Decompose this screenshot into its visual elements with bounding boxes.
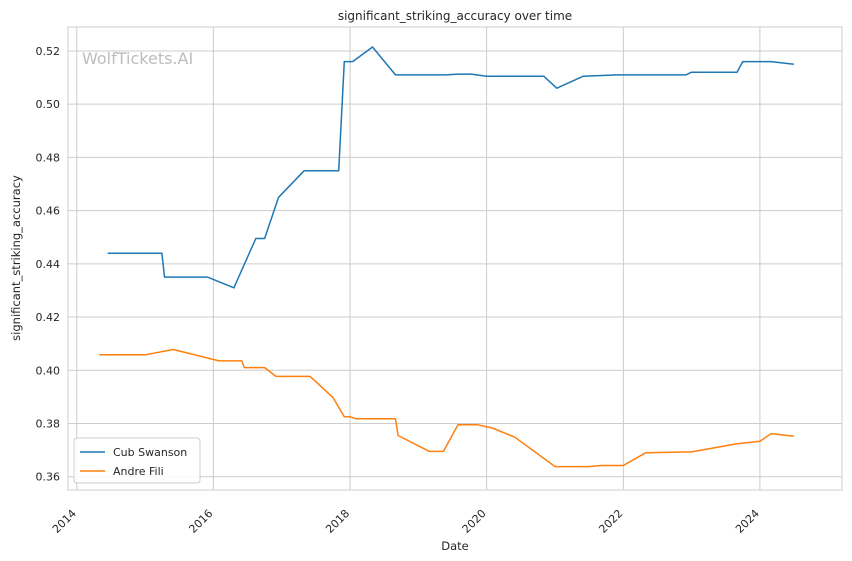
chart-title: significant_striking_accuracy over time xyxy=(338,9,572,23)
series-line-andre-fili xyxy=(99,348,794,468)
x-tick-label: 2020 xyxy=(460,507,489,536)
x-tick-label: 2018 xyxy=(323,507,352,536)
series-layer xyxy=(99,46,794,468)
grid xyxy=(68,27,842,490)
y-tick-label: 0.48 xyxy=(36,151,61,164)
y-tick-label: 0.44 xyxy=(36,258,61,271)
x-tick-label: 2024 xyxy=(733,507,762,536)
legend-label-cub-swanson: Cub Swanson xyxy=(113,446,187,459)
y-tick-label: 0.40 xyxy=(36,364,61,377)
y-tick-label: 0.36 xyxy=(36,471,61,484)
legend-label-andre-fili: Andre Fili xyxy=(113,465,164,478)
x-tick-label: 2014 xyxy=(50,507,79,536)
y-axis-label: significant_striking_accuracy xyxy=(9,175,23,341)
x-tick-label: 2022 xyxy=(596,507,625,536)
y-tick-label: 0.46 xyxy=(36,205,61,218)
series-line-cub-swanson xyxy=(107,46,794,289)
y-tick-label: 0.38 xyxy=(36,417,61,430)
y-tick-label: 0.42 xyxy=(36,311,61,324)
x-axis-label: Date xyxy=(441,539,469,553)
y-tick-label: 0.52 xyxy=(36,45,61,58)
watermark: WolfTickets.AI xyxy=(82,49,193,68)
legend: Cub Swanson Andre Fili xyxy=(73,437,201,484)
legend-box xyxy=(73,437,201,484)
plot-area xyxy=(67,26,843,491)
x-tick-label: 2016 xyxy=(186,507,215,536)
y-tick-label: 0.50 xyxy=(36,98,61,111)
